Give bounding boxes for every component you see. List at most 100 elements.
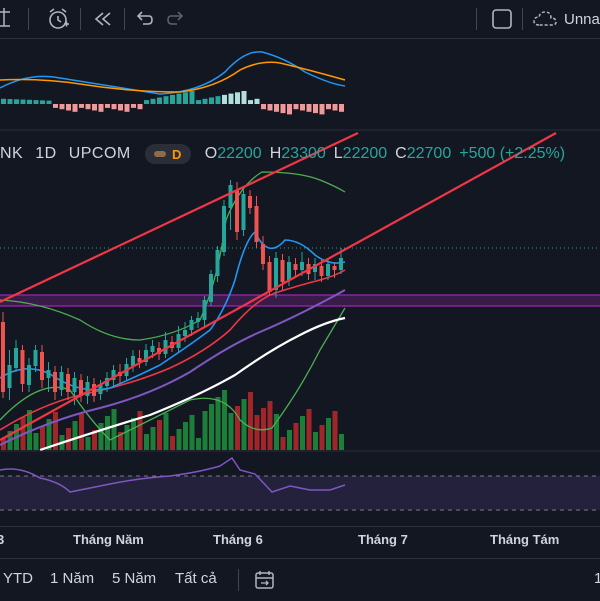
macd-bar [111, 104, 117, 110]
x-tick-label: Tháng Tám [490, 532, 560, 547]
ma-blue [0, 230, 346, 391]
macd-bar [202, 98, 208, 104]
candle-body [111, 370, 116, 380]
close-key: C [395, 145, 407, 162]
macd-bar [118, 104, 123, 111]
macd-bar [261, 104, 266, 110]
candle-body [280, 260, 285, 282]
toolbar-separator [522, 8, 523, 30]
macd-bar [66, 104, 71, 111]
price-chart[interactable] [0, 39, 600, 558]
range-5-year[interactable]: 5 Năm [112, 570, 157, 587]
candle-body [332, 266, 337, 270]
volume-bar [313, 432, 318, 450]
range-ytd[interactable]: YTD [3, 570, 33, 587]
candle-body [235, 190, 239, 232]
macd-bar [326, 104, 331, 110]
macd-bar [196, 100, 201, 104]
time-axis[interactable]: 3 Tháng Năm Tháng 6 Tháng 7 Tháng Tám [0, 526, 600, 551]
macd-histogram [1, 91, 344, 115]
macd-bar [7, 99, 13, 104]
trendline-upper[interactable] [0, 132, 359, 303]
volume-bar [196, 438, 201, 450]
volume-bar [215, 397, 221, 450]
macd-bar [170, 94, 175, 104]
x-tick-label: Tháng 7 [358, 532, 408, 547]
toolbar-separator [238, 569, 239, 591]
macd-bar [332, 104, 338, 111]
low-value: 22200 [342, 145, 388, 162]
macd-bar [313, 104, 318, 114]
symbol-legend: NK 1D UPCOM D O 22200 H 23300 L 22200 C 2270… [0, 143, 565, 165]
candle-body [20, 350, 25, 384]
volume-bar [105, 416, 110, 450]
candle-body [228, 185, 233, 208]
x-tick-label: 3 [0, 532, 5, 547]
candle-body [137, 358, 142, 362]
macd-bar [319, 104, 325, 115]
volume-bar [287, 430, 292, 450]
candle-body [1, 322, 5, 392]
bottom-toolbar: YTD 1 Năm 5 Năm Tất cả 1 [0, 558, 600, 601]
candle-body [313, 264, 317, 272]
support-zone [0, 295, 600, 306]
macd-bar [287, 104, 292, 115]
redo-icon[interactable] [164, 6, 188, 32]
macd-bar [241, 91, 247, 104]
volume-bar [300, 416, 305, 450]
macd-bar [189, 91, 195, 104]
data-source-badge[interactable]: D [144, 144, 191, 164]
top-toolbar: Unna [0, 0, 600, 39]
candle-body [14, 348, 18, 368]
candle-body [261, 244, 265, 264]
macd-signal-line [0, 61, 346, 93]
undo-icon[interactable] [132, 6, 156, 32]
macd-bar [228, 93, 234, 104]
macd-bar [183, 92, 188, 104]
trendline-lower[interactable] [0, 132, 557, 441]
layout-square-icon[interactable] [490, 6, 514, 32]
macd-bar [33, 100, 39, 104]
volume-bar [183, 422, 188, 450]
volume-bar [293, 423, 299, 450]
timezone-label[interactable]: 1 [594, 570, 600, 587]
macd-bar [27, 99, 32, 104]
range-1-year[interactable]: 1 Năm [50, 570, 95, 587]
candle-body [59, 372, 64, 390]
price-pane [0, 132, 600, 452]
candle-body [293, 264, 298, 270]
macd-bar [209, 97, 214, 104]
volume-bar [170, 436, 175, 450]
volume-bar [157, 420, 162, 450]
candle-body [196, 318, 200, 322]
volume-bar [92, 430, 97, 450]
low-key: L [333, 145, 343, 162]
volume-bar [46, 419, 52, 450]
volume-bar [261, 408, 266, 450]
rsi-band [0, 476, 600, 510]
macd-bar [1, 98, 6, 104]
symbol-name[interactable]: NK [0, 145, 24, 162]
macd-bar [131, 104, 136, 108]
macd-bar [248, 100, 253, 104]
high-value: 23300 [281, 145, 326, 162]
replay-icon[interactable] [90, 6, 116, 32]
layout-name-button[interactable]: Unna [532, 7, 600, 31]
interval-label[interactable]: 1D [35, 145, 57, 162]
exchange-label[interactable]: UPCOM [68, 145, 131, 162]
volume-bar [306, 409, 312, 450]
macd-bar [144, 100, 149, 104]
macd-bar [59, 104, 65, 110]
compare-date-icon[interactable] [253, 569, 277, 595]
macd-bar [306, 104, 312, 112]
volume-bar [150, 427, 156, 450]
volume-bar [235, 406, 240, 450]
volume-bar [66, 428, 71, 450]
volume-bar [241, 399, 247, 450]
macd-bar [300, 104, 305, 111]
alert-clock-icon[interactable] [0, 6, 22, 32]
macd-bar [157, 97, 162, 104]
alert-clock-icon[interactable] [44, 6, 72, 32]
volume-bar [85, 437, 91, 450]
range-all[interactable]: Tất cả [175, 570, 217, 587]
